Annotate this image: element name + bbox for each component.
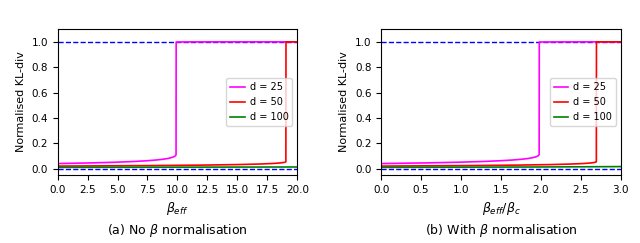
d = 50 [170,164,178,167]
d = 25 [66,162,74,165]
d = 25 [243,40,250,43]
d = 50 [390,165,397,167]
d = 25 [494,159,502,162]
Text: (a) No $\beta$ normalisation: (a) No $\beta$ normalisation [107,222,248,239]
d = 25 [566,40,573,43]
d = 50 [164,164,172,167]
Legend: d = 25, d = 50, d = 100: d = 25, d = 50, d = 100 [227,78,292,126]
d = 100 [287,165,294,168]
d = 100 [617,165,625,168]
d = 50 [287,40,294,43]
Line: d = 25: d = 25 [381,42,621,169]
d = 50 [494,164,502,167]
d = 50 [617,40,625,43]
d = 25 [378,167,385,170]
Line: d = 100: d = 100 [58,167,297,169]
d = 100 [243,166,250,169]
d = 25 [610,40,618,43]
d = 50 [286,40,294,43]
d = 100 [286,165,294,168]
X-axis label: $\beta_{eff}$: $\beta_{eff}$ [166,200,189,217]
d = 25 [170,155,178,158]
d = 25 [286,40,294,43]
d = 50 [54,167,61,170]
d = 25 [287,40,294,43]
Line: d = 100: d = 100 [381,167,621,169]
d = 100 [170,166,178,169]
Y-axis label: Normalised KL-div: Normalised KL-div [339,52,349,153]
d = 100 [610,165,618,168]
d = 100 [494,166,502,169]
d = 50 [488,164,495,167]
d = 50 [378,167,385,170]
d = 100 [54,167,61,170]
d = 100 [164,166,172,169]
Legend: d = 25, d = 50, d = 100: d = 25, d = 50, d = 100 [550,78,616,126]
X-axis label: $\beta_{eff}/\beta_c$: $\beta_{eff}/\beta_c$ [481,200,520,217]
d = 25 [390,162,397,165]
Line: d = 50: d = 50 [381,42,621,169]
Line: d = 25: d = 25 [58,42,297,169]
Line: d = 50: d = 50 [58,42,297,169]
d = 100 [378,167,385,170]
d = 100 [566,165,573,168]
d = 50 [66,165,74,167]
d = 25 [617,40,625,43]
d = 100 [66,166,74,169]
d = 25 [164,157,172,160]
d = 100 [293,165,301,168]
d = 25 [293,40,301,43]
d = 50 [243,163,250,166]
d = 50 [293,40,301,43]
d = 25 [54,167,61,170]
Y-axis label: Normalised KL-div: Normalised KL-div [16,52,26,153]
d = 100 [610,165,618,168]
Text: (b) With $\beta$ normalisation: (b) With $\beta$ normalisation [424,222,577,239]
d = 50 [610,40,618,43]
d = 100 [390,166,397,169]
d = 25 [488,160,495,163]
d = 50 [610,40,618,43]
d = 50 [566,163,573,165]
d = 100 [488,166,495,169]
d = 25 [610,40,618,43]
